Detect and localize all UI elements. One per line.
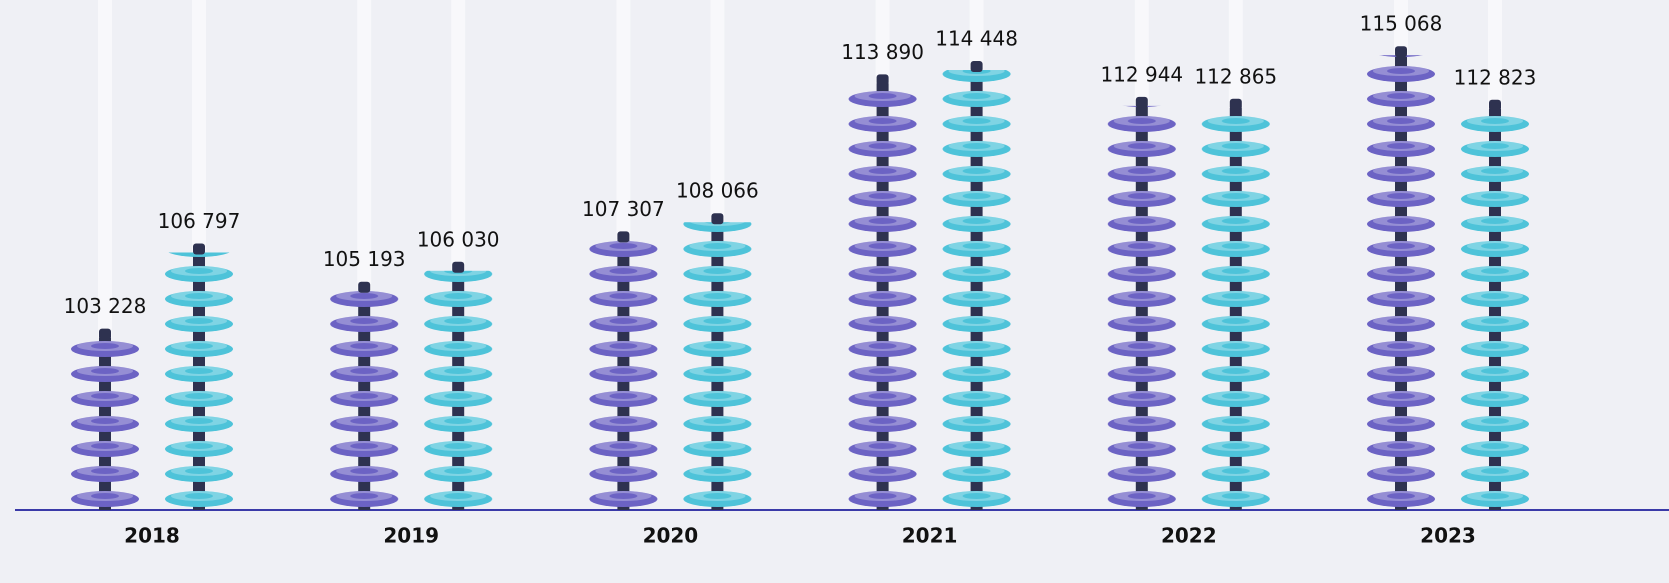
bar	[1106, 105, 1177, 511]
glow	[451, 0, 466, 271]
cap	[617, 231, 630, 243]
bar	[329, 290, 400, 510]
bar	[941, 70, 1012, 510]
glow	[710, 0, 725, 223]
cap	[711, 213, 724, 225]
x-tick-label: 2019	[383, 524, 439, 548]
bar	[1200, 107, 1271, 511]
x-tick-label: 2022	[1161, 524, 1217, 548]
value-label: 115 068	[1360, 12, 1443, 36]
glow	[192, 0, 206, 253]
value-label: 107 307	[582, 197, 665, 221]
bar	[164, 252, 234, 510]
cap	[1135, 96, 1148, 108]
cap	[1229, 98, 1242, 110]
cap	[193, 243, 205, 255]
x-tick-label: 2020	[643, 524, 699, 548]
x-tick-label: 2023	[1420, 524, 1476, 548]
bar	[423, 270, 494, 510]
bar	[847, 83, 918, 511]
cap	[970, 61, 983, 73]
value-label: 108 066	[676, 179, 759, 203]
bar	[588, 240, 659, 510]
value-label: 112 944	[1100, 62, 1183, 86]
glow	[98, 0, 112, 338]
glow	[875, 0, 890, 84]
value-label: 113 890	[841, 40, 924, 64]
bar	[1460, 108, 1530, 510]
value-label: 105 193	[323, 247, 406, 271]
cap	[358, 281, 371, 293]
cap	[876, 74, 889, 86]
glow	[969, 0, 984, 71]
glow	[357, 0, 372, 291]
cap	[1395, 46, 1407, 58]
value-label: 106 030	[417, 227, 500, 251]
value-label: 106 797	[158, 209, 241, 233]
cap	[99, 328, 111, 340]
bar	[70, 337, 140, 510]
value-label: 103 228	[64, 294, 147, 318]
x-tick-label: 2021	[902, 524, 958, 548]
value-label: 114 448	[935, 27, 1018, 51]
cap	[452, 261, 465, 273]
glow	[1134, 0, 1149, 106]
glow	[1394, 0, 1408, 56]
value-label: 112 865	[1194, 64, 1277, 88]
bar	[682, 222, 753, 511]
x-tick-label: 2018	[124, 524, 180, 548]
bar	[1366, 55, 1436, 510]
glow	[1488, 0, 1502, 109]
cap	[1489, 99, 1501, 111]
glow	[616, 0, 631, 241]
glow	[1228, 0, 1243, 108]
value-label: 112 823	[1454, 65, 1537, 89]
